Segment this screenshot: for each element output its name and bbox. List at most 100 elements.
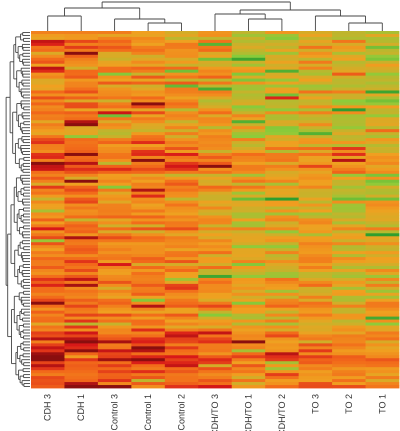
heatmap-cell	[31, 63, 65, 68]
heatmap-cell	[164, 191, 199, 196]
heatmap-cell	[131, 230, 166, 234]
heatmap-cell	[365, 60, 400, 65]
heatmap-cell	[198, 355, 233, 359]
heatmap-cell	[332, 152, 366, 157]
heatmap-cell	[164, 310, 199, 315]
heatmap-cell	[97, 39, 132, 44]
heatmap-cell	[97, 340, 132, 344]
heatmap-cell	[231, 230, 266, 234]
heatmap-cell	[231, 42, 266, 47]
heatmap-cell	[365, 164, 400, 169]
heatmap-cell	[97, 239, 132, 243]
heatmap-cell	[31, 102, 65, 106]
heatmap-cell	[131, 114, 166, 118]
heatmap-cell	[298, 385, 333, 389]
heatmap-cell	[265, 289, 300, 294]
heatmap-cell	[31, 173, 65, 178]
heatmap-cell	[365, 370, 400, 374]
heatmap-cell	[298, 292, 333, 297]
heatmap-cell	[64, 81, 99, 85]
heatmap-cell	[97, 105, 132, 109]
heatmap-cell	[97, 161, 132, 166]
heatmap-cell	[131, 361, 166, 365]
heatmap-cell	[365, 120, 400, 124]
heatmap-cell	[31, 376, 65, 380]
heatmap-cell	[97, 307, 132, 312]
heatmap-cell	[332, 257, 366, 261]
heatmap-cell	[332, 283, 366, 288]
heatmap-cell	[365, 236, 400, 240]
heatmap-cell	[198, 245, 233, 249]
heatmap-cell	[198, 164, 233, 169]
heatmap-cell	[97, 337, 132, 341]
heatmap-cell	[365, 313, 400, 318]
heatmap-cell	[131, 72, 166, 77]
heatmap-cell	[97, 129, 132, 133]
heatmap-cell	[265, 334, 300, 338]
heatmap-cell	[97, 31, 132, 35]
heatmap-cell	[298, 114, 333, 118]
heatmap-cell	[131, 188, 166, 193]
heatmap-cell	[31, 212, 65, 216]
heatmap-cell	[365, 99, 400, 103]
heatmap-cell	[298, 352, 333, 356]
heatmap-cell	[198, 167, 233, 172]
heatmap-cell	[198, 99, 233, 103]
heatmap-cell	[198, 224, 233, 228]
heatmap-cell	[131, 111, 166, 115]
heatmap-cell	[131, 352, 166, 356]
heatmap-cell	[365, 126, 400, 130]
heatmap-cell	[198, 176, 233, 181]
heatmap-cell	[31, 209, 65, 213]
heatmap-cell	[198, 126, 233, 130]
heatmap-cell	[131, 42, 166, 47]
heatmap-cell	[332, 179, 366, 184]
heatmap-cell	[298, 93, 333, 97]
heatmap-cell	[64, 385, 99, 389]
heatmap-cell	[365, 31, 400, 35]
heatmap-cell	[164, 304, 199, 309]
heatmap-cell	[198, 295, 233, 300]
heatmap-cell	[231, 144, 266, 148]
heatmap-cell	[265, 343, 300, 347]
heatmap-cell	[298, 379, 333, 383]
heatmap-cell	[231, 358, 266, 362]
heatmap-cell	[198, 269, 233, 273]
heatmap-cell	[164, 245, 199, 249]
heatmap-cell	[298, 60, 333, 65]
heatmap-cell	[164, 39, 199, 44]
heatmap-cell	[298, 141, 333, 145]
heatmap-cell	[64, 54, 99, 59]
heatmap-cell	[97, 203, 132, 207]
heatmap-cell	[332, 117, 366, 121]
heatmap-cell	[298, 212, 333, 216]
heatmap-cell	[298, 263, 333, 267]
heatmap-cell	[64, 301, 99, 306]
heatmap-cell	[164, 147, 199, 151]
heatmap-cell	[131, 376, 166, 380]
heatmap-cell	[131, 102, 166, 106]
heatmap-cell	[164, 337, 199, 341]
heatmap-cell	[64, 274, 99, 279]
heatmap-cell	[365, 194, 400, 199]
heatmap-cell	[164, 271, 199, 276]
heatmap-cell	[131, 78, 166, 82]
heatmap-cell	[332, 42, 366, 47]
heatmap-cell	[64, 69, 99, 74]
heatmap-cell	[97, 260, 132, 264]
heatmap-cell	[332, 102, 366, 106]
heatmap-cell	[298, 200, 333, 204]
heatmap-cell	[298, 105, 333, 109]
heatmap-cell	[231, 39, 266, 44]
heatmap-cell	[64, 257, 99, 261]
heatmap-cell	[164, 105, 199, 109]
heatmap-cell	[97, 227, 132, 231]
heatmap-cell	[265, 176, 300, 181]
heatmap-cell	[97, 45, 132, 50]
heatmap-cell	[31, 254, 65, 258]
heatmap-cell	[97, 75, 132, 80]
heatmap-cell	[365, 358, 400, 362]
heatmap-cell	[231, 274, 266, 279]
heatmap-cell	[131, 31, 166, 35]
heatmap-cell	[198, 191, 233, 196]
